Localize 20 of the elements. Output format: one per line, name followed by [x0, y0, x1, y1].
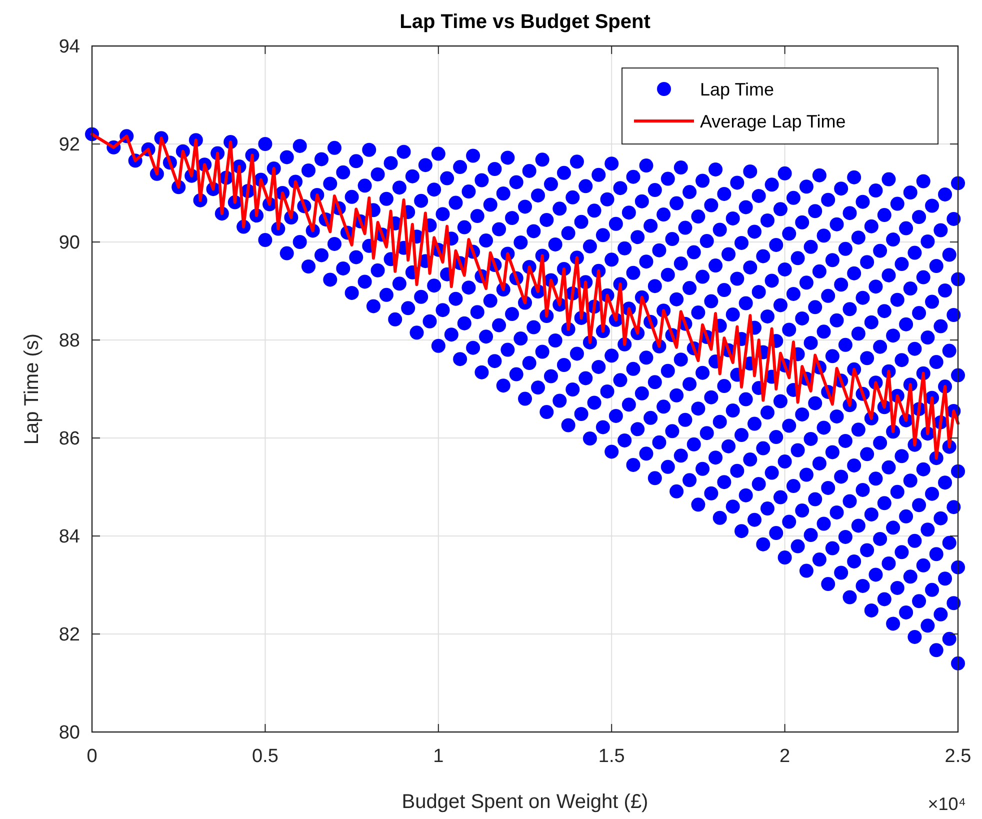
y-tick-label: 94 [58, 36, 80, 58]
y-tick-label: 88 [58, 330, 80, 352]
x-tick-label: 1 [433, 746, 444, 767]
y-tick-label: 86 [58, 428, 80, 450]
legend-label: Lap Time [700, 79, 774, 100]
x-tick-label: 2.5 [944, 746, 972, 767]
y-tick-label: 82 [58, 624, 80, 646]
x-axis-title: Budget Spent on Weight (£) [402, 791, 648, 813]
y-axis-title: Lap Time (s) [21, 333, 43, 445]
text: ×10⁴ [928, 794, 966, 814]
x-tick-label: 1.5 [598, 746, 625, 767]
x-tick-label: 0 [86, 746, 98, 767]
x-tick-label: 0.5 [252, 746, 278, 767]
x-tick-label: 2 [780, 746, 790, 767]
y-tick-label: 92 [58, 134, 80, 156]
y-tick-label: 80 [58, 722, 80, 744]
legend-label: Average Lap Time [700, 111, 846, 132]
chart-title: Lap Time vs Budget Spent [400, 11, 651, 33]
y-tick-label: 84 [58, 526, 80, 548]
y-tick-label: 90 [58, 232, 80, 254]
